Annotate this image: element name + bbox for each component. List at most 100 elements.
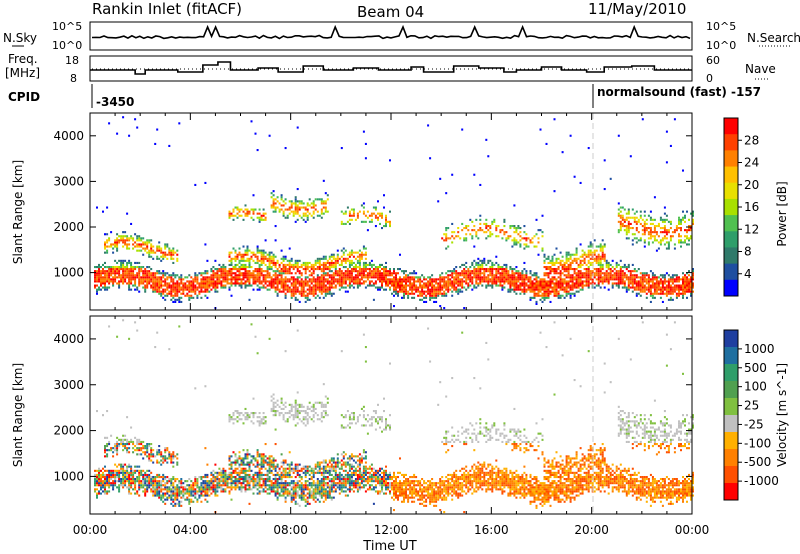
power-cell	[128, 239, 131, 242]
power-cell	[501, 280, 504, 283]
velocity-cell	[122, 443, 125, 446]
power-cell	[621, 225, 624, 228]
power-cell	[138, 249, 141, 252]
power-cell	[475, 268, 478, 271]
power-cell	[270, 192, 273, 195]
power-cell	[684, 290, 686, 293]
power-cell	[122, 272, 125, 275]
power-cell	[336, 272, 339, 275]
power-cell	[214, 286, 217, 289]
power-cell	[314, 296, 317, 299]
power-cell	[288, 288, 291, 291]
power-cell	[244, 280, 247, 283]
power-cell	[182, 292, 185, 295]
velocity-cell	[138, 476, 141, 479]
power-cell	[599, 280, 602, 283]
power-cell	[465, 282, 468, 285]
power-cell	[587, 249, 590, 252]
power-cell	[659, 243, 662, 246]
power-cell	[112, 268, 115, 271]
power-cell	[547, 266, 550, 269]
power-cell	[661, 286, 664, 289]
power-cell	[547, 292, 550, 295]
velocity-cell	[122, 463, 125, 466]
power-cell	[515, 272, 518, 275]
power-cell	[328, 280, 331, 283]
power-cell	[507, 274, 510, 277]
velocity-cell	[178, 492, 181, 495]
power-cell	[619, 214, 622, 217]
power-cell	[527, 278, 530, 281]
power-cell	[246, 249, 249, 252]
power-cell	[122, 276, 125, 279]
power-cell	[146, 239, 149, 242]
power-cell	[513, 284, 516, 287]
velocity-cell	[184, 488, 187, 491]
power-cell	[515, 288, 518, 291]
power-cell	[156, 270, 159, 273]
power-cell	[521, 284, 524, 287]
power-cell	[114, 280, 117, 283]
power-cell	[160, 272, 163, 275]
power-cell	[455, 274, 458, 277]
power-cell	[491, 280, 494, 283]
power-cell	[126, 243, 129, 246]
velocity-cell	[126, 471, 129, 474]
power-cell	[451, 286, 454, 289]
power-cell	[663, 231, 666, 234]
power-cell	[497, 225, 500, 228]
power-cell	[142, 270, 145, 273]
power-cell	[278, 274, 281, 277]
power-cell	[124, 276, 127, 279]
power-cell	[633, 280, 636, 283]
power-cell	[601, 239, 604, 242]
power-cell	[294, 198, 297, 201]
power-cell	[248, 261, 251, 264]
power-cell	[489, 272, 492, 275]
power-cell	[663, 206, 666, 209]
velocity-cell	[188, 484, 191, 487]
power-cell	[688, 218, 690, 221]
power-cell	[680, 227, 682, 230]
power-cell	[124, 268, 127, 271]
power-cell	[128, 276, 131, 279]
power-cell	[625, 278, 628, 281]
power-cell	[136, 235, 139, 238]
velocity-cell	[98, 467, 100, 470]
power-cell	[160, 251, 163, 254]
velocity-cell	[100, 484, 102, 487]
power-cell	[346, 270, 349, 273]
power-cell	[168, 144, 171, 147]
power-cell	[661, 274, 664, 277]
power-cell	[296, 206, 299, 209]
power-cell	[495, 268, 498, 271]
power-cell	[288, 261, 291, 264]
power-cell	[334, 284, 337, 287]
velocity-cell	[160, 482, 163, 485]
power-cell	[467, 282, 470, 285]
power-cell	[144, 272, 147, 275]
power-cell	[659, 288, 662, 291]
velocity-cell	[136, 438, 139, 441]
power-cell	[206, 276, 209, 279]
power-cell	[499, 229, 502, 232]
power-cell	[274, 210, 277, 213]
velocity-cell	[126, 451, 129, 454]
power-cell	[208, 276, 211, 279]
velocity-cell	[158, 451, 161, 454]
power-cell	[515, 241, 518, 244]
power-cell	[350, 284, 353, 287]
power-cell	[178, 290, 181, 293]
power-cell	[300, 272, 303, 275]
power-cell	[383, 276, 385, 279]
velocity-cell	[118, 480, 121, 483]
power-cell	[601, 263, 604, 266]
power-cell	[625, 231, 628, 234]
velocity-cell	[130, 482, 133, 485]
power-cell	[276, 274, 279, 277]
power-cell	[537, 280, 540, 283]
velocity-cell	[188, 488, 191, 491]
power-cell	[665, 280, 668, 283]
power-cell	[314, 261, 317, 264]
power-cell	[224, 268, 227, 271]
